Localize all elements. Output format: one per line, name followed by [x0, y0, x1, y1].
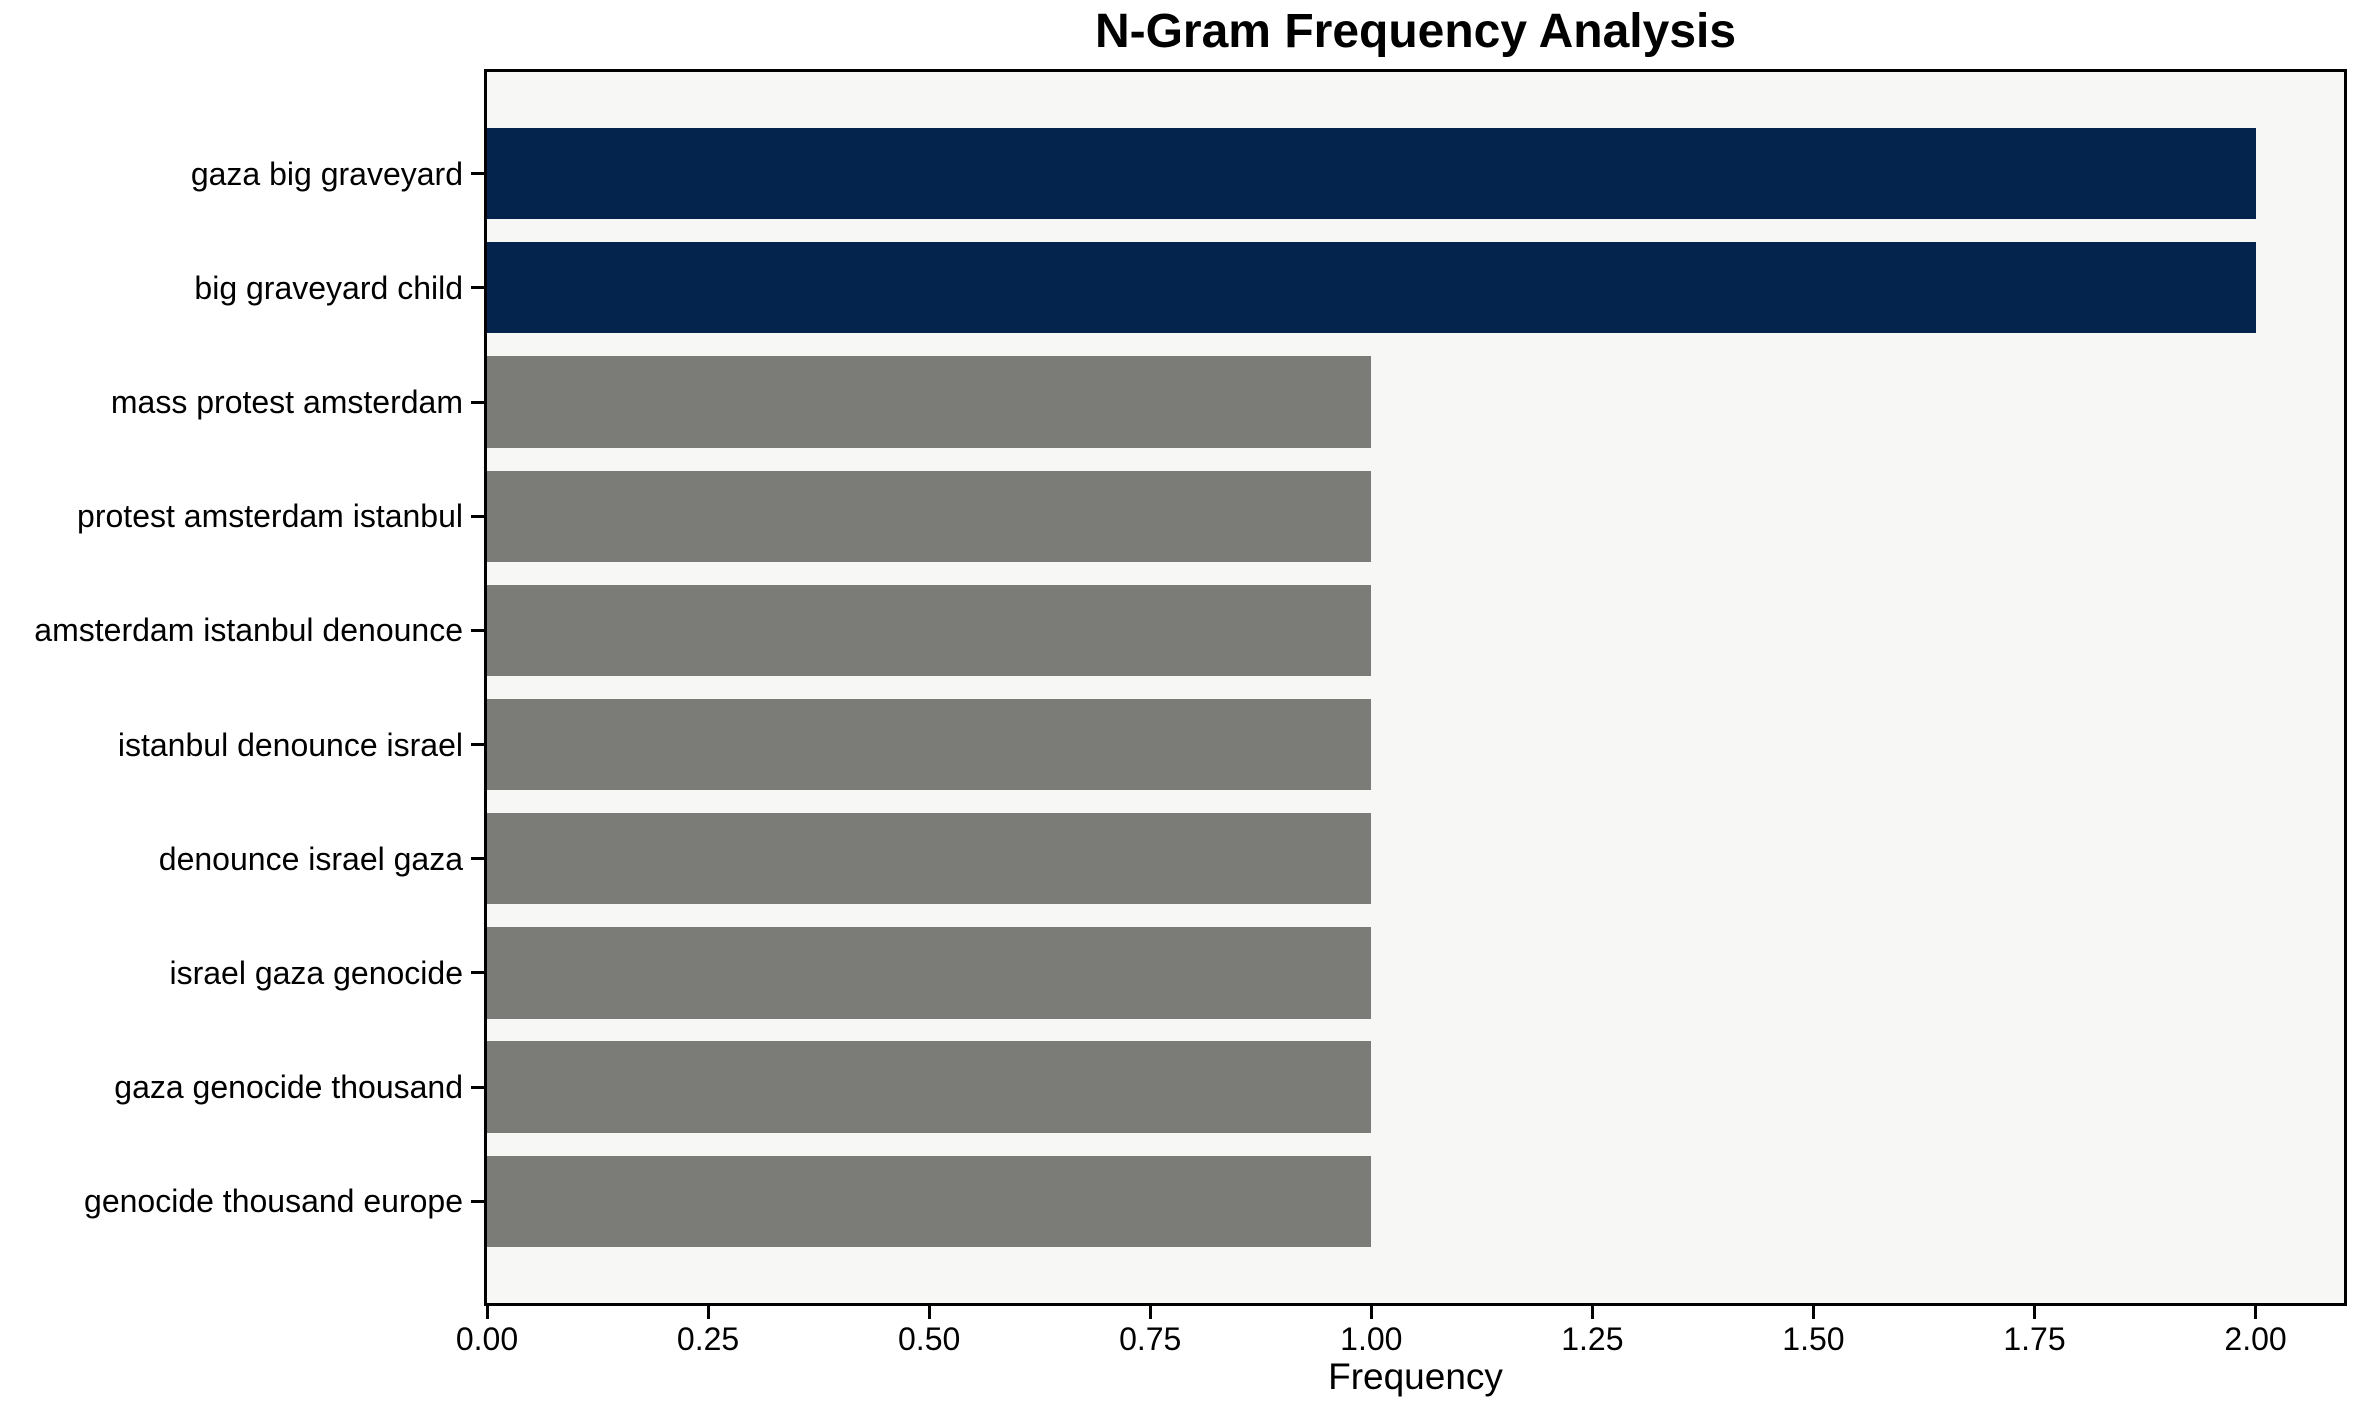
x-tick-label: 1.00 — [1340, 1321, 1403, 1357]
y-tick-mark — [471, 514, 484, 518]
y-tick-mark — [471, 743, 484, 747]
x-tick-label: 0.50 — [898, 1321, 961, 1357]
x-tick-label: 1.25 — [1561, 1321, 1624, 1357]
x-tick-label: 1.75 — [2003, 1321, 2066, 1357]
bar — [487, 1155, 1372, 1248]
y-tick-mark — [471, 1199, 484, 1203]
bar — [487, 470, 1372, 562]
chart-title: N-Gram Frequency Analysis — [1094, 5, 1737, 58]
x-tick-mark — [1369, 1306, 1373, 1319]
x-tick-mark — [485, 1306, 489, 1319]
x-tick-mark — [1148, 1306, 1152, 1319]
y-tick-label: gaza big graveyard — [190, 155, 463, 192]
y-tick-mark — [471, 400, 484, 404]
x-tick-label: 0.75 — [1119, 1321, 1182, 1357]
y-tick-label: israel gaza genocide — [169, 954, 463, 991]
y-tick-label: big graveyard child — [194, 269, 463, 306]
bar — [487, 356, 1372, 448]
x-tick-label: 0.25 — [676, 1321, 740, 1357]
x-tick-label: 0.00 — [455, 1321, 519, 1357]
y-tick-label: amsterdam istanbul denounce — [34, 612, 463, 649]
y-tick-label: genocide thousand europe — [84, 1183, 463, 1220]
bar — [487, 927, 1372, 1019]
x-tick-mark — [1590, 1306, 1594, 1319]
x-tick-mark — [1811, 1306, 1815, 1319]
x-tick-mark — [927, 1306, 931, 1319]
y-tick-mark — [471, 286, 484, 290]
bar — [487, 1041, 1372, 1133]
x-tick-label: 1.50 — [1782, 1321, 1845, 1357]
x-tick-mark — [2033, 1306, 2036, 1319]
y-tick-mark — [471, 628, 484, 632]
y-tick-label: istanbul denounce israel — [117, 726, 463, 763]
bar — [487, 584, 1372, 677]
bar — [487, 813, 1372, 905]
bar — [487, 242, 2256, 334]
y-tick-label: denounce israel gaza — [158, 840, 463, 877]
y-tick-mark — [471, 1085, 484, 1089]
x-tick-label: 2.00 — [2224, 1321, 2287, 1357]
bar — [487, 698, 1372, 791]
bar — [487, 127, 2256, 220]
x-tick-mark — [706, 1306, 710, 1319]
y-tick-label: gaza genocide thousand — [114, 1069, 463, 1106]
y-tick-label: protest amsterdam istanbul — [77, 498, 463, 535]
x-axis-label: Frequency — [1328, 1356, 1503, 1397]
plot-area — [484, 69, 2347, 1306]
y-tick-mark — [471, 172, 484, 176]
y-tick-label: mass protest amsterdam — [110, 384, 463, 421]
y-tick-mark — [471, 857, 484, 861]
y-tick-mark — [471, 971, 484, 975]
x-tick-mark — [2254, 1306, 2258, 1319]
